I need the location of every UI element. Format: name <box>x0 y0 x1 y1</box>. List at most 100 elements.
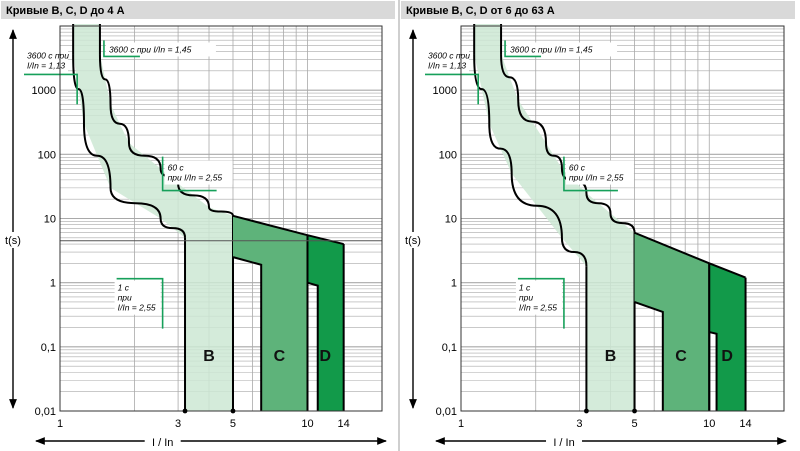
y-axis-label: t(s) <box>5 235 21 247</box>
x-axis-label: I / In <box>152 437 173 449</box>
annotation-text: 3600 с при <box>428 50 470 60</box>
series-label-b: B <box>203 348 215 365</box>
y-label-bg <box>403 232 423 248</box>
series-c-fill <box>634 232 710 411</box>
chart-panel-2: Кривые B, C, D от 6 до 63 А B C D 3600 с при… <box>401 1 795 449</box>
series-b-cold-curve <box>72 54 187 238</box>
x-tick-dot <box>182 408 188 414</box>
series-label-c: C <box>274 348 286 365</box>
x-tick-dot <box>632 408 637 414</box>
chart-title: Кривые B, C, D до 4 А <box>6 5 125 17</box>
series-d-inner-edge <box>709 331 718 411</box>
y-tick-label: 1000 <box>32 85 56 97</box>
series-d-top-edge <box>307 234 344 246</box>
series-c-inner-edge <box>634 301 664 411</box>
y-tick-label: 100 <box>439 149 457 161</box>
series-label-d: D <box>320 348 332 365</box>
y-tick-label: 0,01 <box>436 406 457 418</box>
title-bar <box>401 1 795 19</box>
x-tick-label: 14 <box>739 418 751 430</box>
annotation-text: I/In = 1,13 <box>428 60 466 70</box>
annotation-text: при I/In = 2,55 <box>168 173 223 183</box>
y-tick-label: 10 <box>44 214 56 226</box>
annotation-bracket <box>517 277 565 329</box>
series-c-fill <box>232 215 308 411</box>
series-label-d: D <box>721 348 733 365</box>
series-c-top-edge <box>634 231 710 265</box>
y-axis-label: t(s) <box>405 235 421 247</box>
x-label-bg <box>546 433 583 449</box>
series-label-b: B <box>605 348 617 365</box>
annotation-1: 3600 с при I/In = 1,45 <box>507 42 618 57</box>
series-b-hot-curve <box>500 54 636 233</box>
annotation-box <box>565 160 634 185</box>
annotation-box <box>507 42 618 57</box>
chart-title: Кривые B, C, D от 6 до 63 А <box>406 5 555 17</box>
x-tick-label: 10 <box>301 418 313 430</box>
y-tick-label: 1 <box>451 278 457 290</box>
y-tick-label: 0,01 <box>35 406 56 418</box>
x-tick-dot <box>230 408 236 414</box>
plot-frame <box>460 25 785 412</box>
series-b-cold-curve <box>473 54 588 267</box>
annotation-text: 1 с <box>519 283 531 293</box>
annotation-box <box>515 280 562 315</box>
y-tick-label: 0,1 <box>442 342 457 354</box>
annotation-bracket <box>103 40 140 58</box>
annotation-box <box>114 280 161 315</box>
annotation-bracket <box>504 40 542 58</box>
annotation-box <box>164 160 233 185</box>
x-tick-label: 1 <box>458 418 464 430</box>
y-tick-label: 0,1 <box>41 342 56 354</box>
annotation-text: I/In = 1,13 <box>27 60 65 70</box>
annotation-text: при <box>118 293 132 303</box>
annotation-bracket <box>24 73 78 105</box>
annotation-bracket <box>563 156 618 192</box>
x-tick-label: 5 <box>230 418 236 430</box>
y-tick-label: 10 <box>445 214 457 226</box>
series-d-fill <box>709 263 746 411</box>
series-d-fill <box>307 235 344 411</box>
series-c-top-edge <box>232 214 308 237</box>
series-c-inner-edge <box>232 256 263 411</box>
x-tick-label: 14 <box>338 418 350 430</box>
annotation-box <box>24 48 68 73</box>
annotation-text: 60 с <box>168 163 185 173</box>
annotation-text: 3600 с при I/In = 1,45 <box>109 44 192 54</box>
annotation-box <box>105 42 216 57</box>
series-d-top-edge <box>708 262 746 279</box>
annotation-box <box>425 48 469 73</box>
annotation-text: I/In = 2,55 <box>118 303 156 313</box>
annotation-text: 1 с <box>118 283 130 293</box>
y-label-bg <box>3 232 23 248</box>
x-tick-label: 3 <box>576 418 582 430</box>
title-bar <box>1 1 395 19</box>
x-label-bg <box>144 433 181 449</box>
annotation-text: 60 с <box>569 163 586 173</box>
series-b-fill <box>474 24 635 411</box>
series-label-c: C <box>675 348 687 365</box>
annotation-1: 3600 с при I/In = 1,45 <box>105 42 216 57</box>
annotation-text: 3600 с при <box>27 50 69 60</box>
y-tick-label: 1 <box>50 278 56 290</box>
x-tick-label: 3 <box>175 418 181 430</box>
x-tick-label: 5 <box>631 418 637 430</box>
chart-panel-1: Кривые B, C, D до 4 А B C D 3600 с при I/In … <box>1 1 395 449</box>
annotation-bracket <box>116 277 164 329</box>
y-tick-label: 1000 <box>433 85 457 97</box>
x-tick-label: 1 <box>57 418 63 430</box>
series-d-inner-edge <box>307 281 319 411</box>
y-tick-label: 100 <box>38 149 56 161</box>
series-b-hot-curve <box>98 54 234 217</box>
annotation-text: при I/In = 2,55 <box>569 173 624 183</box>
annotation-text: при <box>519 293 533 303</box>
plot-frame <box>59 25 383 412</box>
x-axis-label: I / In <box>553 437 574 449</box>
annotation-bracket <box>161 156 217 192</box>
